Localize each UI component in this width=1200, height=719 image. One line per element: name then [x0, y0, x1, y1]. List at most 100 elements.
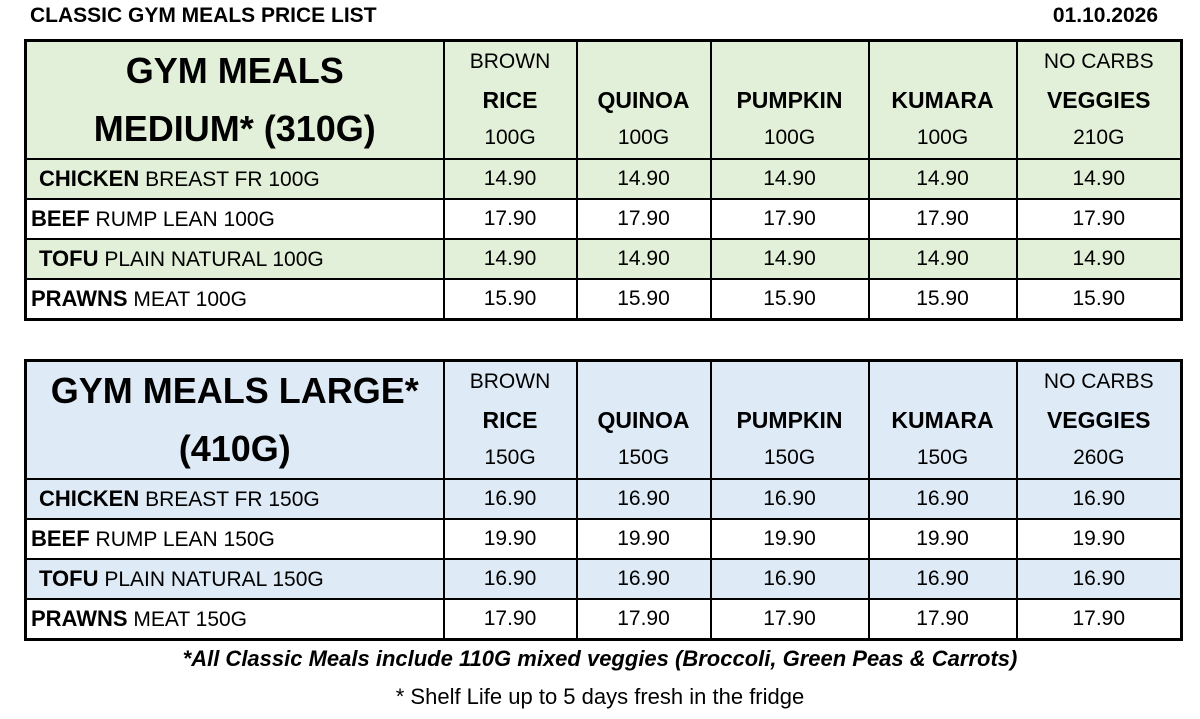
protein: BEEF [31, 526, 90, 551]
price: 14.90 [867, 158, 1018, 200]
column-weight: 150G [484, 446, 536, 469]
column-header: NO CARBS VEGGIES 210G [1015, 39, 1183, 160]
column-weight: 150G [763, 446, 816, 469]
price: 16.90 [442, 478, 578, 520]
column-note: NO CARBS [1043, 370, 1154, 393]
column-name: VEGGIES [1046, 407, 1151, 433]
column-weight: 100G [763, 126, 816, 149]
price: 19.90 [575, 518, 712, 560]
column-spacer [870, 43, 1016, 81]
price: 16.90 [709, 478, 870, 520]
table-title-line: GYM MEALS [125, 50, 344, 91]
column-weight: 260G [1073, 446, 1125, 469]
meal-label: TOFU PLAIN NATURAL 100G [24, 238, 445, 280]
price: 14.90 [1015, 158, 1183, 200]
price: 19.90 [867, 518, 1018, 560]
column-name: QUINOA [597, 407, 690, 433]
column-header: BROWN RICE 150G [442, 359, 578, 480]
price: 15.90 [867, 278, 1018, 321]
column-name: VEGGIES [1046, 87, 1151, 113]
description: MEAT 150G [133, 608, 248, 631]
column-header: QUINOA 150G [575, 359, 712, 480]
price: 14.90 [575, 238, 712, 280]
price: 15.90 [709, 278, 870, 321]
column-name: RICE [482, 87, 538, 113]
price: 16.90 [442, 558, 578, 600]
price: 14.90 [442, 238, 578, 280]
column-name: KUMARA [891, 407, 994, 433]
column-weight: 100G [484, 126, 536, 149]
meal-label: CHICKEN BREAST FR 100G [24, 158, 445, 200]
description: MEAT 100G [133, 288, 248, 311]
header-row: GYM MEALS MEDIUM* (310G) BROWN RICE 100G QUI… [24, 39, 1183, 160]
meal-label: BEEF RUMP LEAN 150G [24, 518, 445, 560]
meal-label: PRAWNS MEAT 100G [24, 278, 445, 321]
meal-row: PRAWNS MEAT 150G 17.90 17.90 17.90 17.90 17.9… [24, 598, 1183, 641]
column-spacer [712, 363, 868, 401]
column-weight: 150G [916, 446, 969, 469]
table-title-line: MEDIUM* (310G) [93, 108, 376, 149]
column-spacer [712, 43, 868, 81]
column-spacer [870, 363, 1016, 401]
price: 17.90 [575, 598, 712, 641]
column-header: KUMARA 150G [867, 359, 1018, 480]
meal-row: PRAWNS MEAT 100G 15.90 15.90 15.90 15.90 15.9… [24, 278, 1183, 321]
column-header: PUMPKIN 100G [709, 39, 870, 160]
price: 16.90 [867, 478, 1018, 520]
page-title: CLASSIC GYM MEALS PRICE LIST [30, 4, 377, 27]
price: 17.90 [709, 598, 870, 641]
column-name: PUMPKIN [736, 407, 843, 433]
column-spacer [578, 43, 710, 81]
header-row: GYM MEALS LARGE* (410G) BROWN RICE 150G QUIN… [24, 359, 1183, 480]
column-header: BROWN RICE 100G [442, 39, 578, 160]
price: 19.90 [442, 518, 578, 560]
table-title-cell: GYM MEALS MEDIUM* (310G) [24, 39, 445, 160]
protein: TOFU [39, 246, 99, 271]
protein: PRAWNS [31, 606, 128, 631]
price: 14.90 [867, 238, 1018, 280]
protein: PRAWNS [31, 286, 128, 311]
description: PLAIN NATURAL 100G [104, 248, 324, 271]
price: 14.90 [1015, 238, 1183, 280]
column-header: PUMPKIN 150G [709, 359, 870, 480]
price: 17.90 [575, 198, 712, 240]
price: 17.90 [442, 198, 578, 240]
description: RUMP LEAN 150G [95, 528, 275, 551]
column-weight: 150G [617, 446, 670, 469]
price-table: GYM MEALS MEDIUM* (310G) BROWN RICE 100G QUI… [24, 39, 1183, 321]
column-weight: 100G [617, 126, 670, 149]
price: 17.90 [867, 198, 1018, 240]
meal-label: BEEF RUMP LEAN 100G [24, 198, 445, 240]
price-table: GYM MEALS LARGE* (410G) BROWN RICE 150G QUIN… [24, 359, 1183, 641]
price: 16.90 [575, 478, 712, 520]
column-name: KUMARA [891, 87, 994, 113]
price: 16.90 [1015, 558, 1183, 600]
protein: BEEF [31, 206, 90, 231]
description: RUMP LEAN 100G [95, 208, 275, 231]
price: 14.90 [709, 158, 870, 200]
price: 14.90 [442, 158, 578, 200]
price: 16.90 [867, 558, 1018, 600]
meal-label: PRAWNS MEAT 150G [24, 598, 445, 641]
column-weight: 100G [916, 126, 969, 149]
price: 17.90 [867, 598, 1018, 641]
column-name: QUINOA [597, 87, 690, 113]
column-name: PUMPKIN [736, 87, 843, 113]
column-name: RICE [482, 407, 538, 433]
column-header: KUMARA 100G [867, 39, 1018, 160]
price: 17.90 [1015, 598, 1183, 641]
table-title-line: (410G) [178, 428, 291, 469]
column-header: QUINOA 100G [575, 39, 712, 160]
protein: TOFU [39, 566, 99, 591]
meal-label: CHICKEN BREAST FR 150G [24, 478, 445, 520]
price: 16.90 [575, 558, 712, 600]
price: 17.90 [709, 198, 870, 240]
price: 15.90 [575, 278, 712, 321]
price: 14.90 [575, 158, 712, 200]
column-spacer [578, 363, 710, 401]
meal-row: BEEF RUMP LEAN 100G 17.90 17.90 17.90 17.90 1… [24, 198, 1183, 240]
meal-row: TOFU PLAIN NATURAL 150G 16.90 16.90 16.90 16… [24, 558, 1183, 600]
date: 01.10.2026 [1052, 4, 1158, 27]
description: BREAST FR 100G [145, 168, 320, 191]
